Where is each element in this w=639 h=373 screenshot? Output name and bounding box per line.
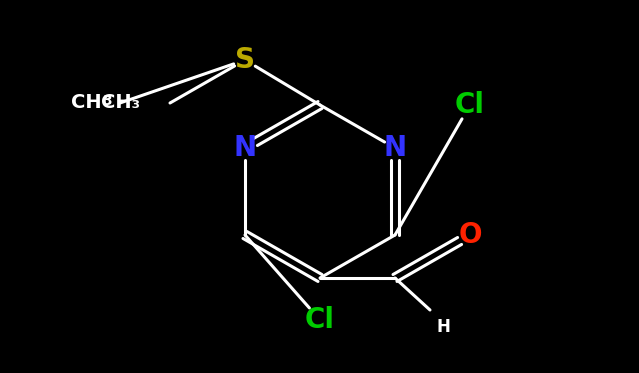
- Text: H: H: [436, 318, 450, 336]
- Text: Cl: Cl: [455, 91, 485, 119]
- Text: CH: CH: [72, 94, 102, 113]
- Text: N: N: [233, 134, 257, 162]
- Text: Cl: Cl: [305, 306, 335, 334]
- Text: CH₃: CH₃: [100, 94, 139, 113]
- Text: N: N: [383, 134, 406, 162]
- Text: 3: 3: [102, 94, 112, 108]
- Text: S: S: [235, 46, 255, 74]
- Text: O: O: [458, 221, 482, 249]
